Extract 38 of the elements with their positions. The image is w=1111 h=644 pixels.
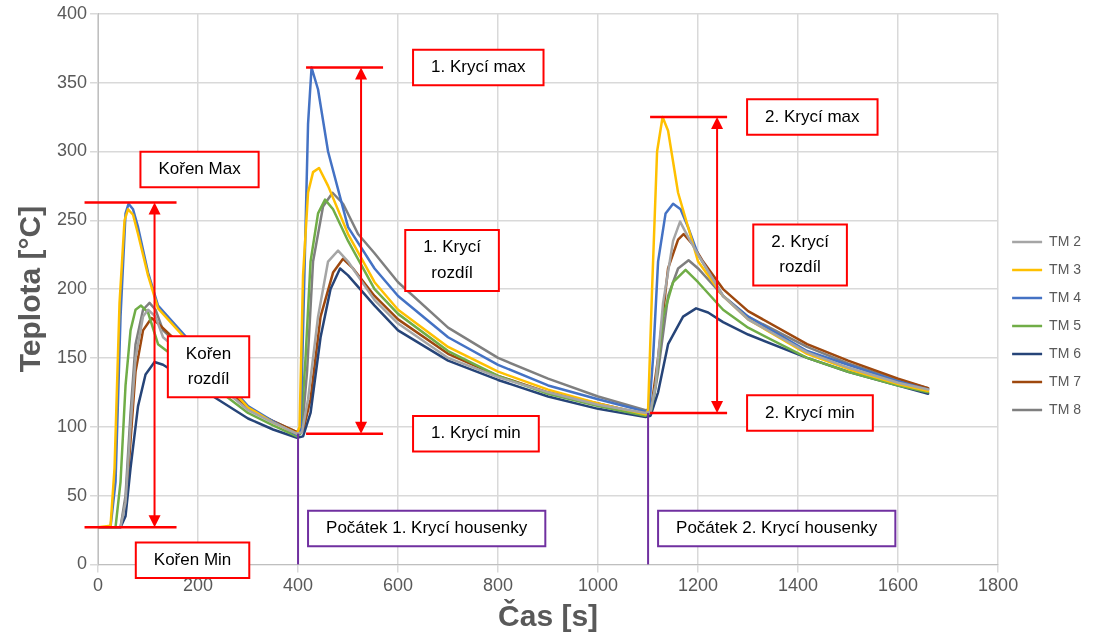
y-tick-label: 250 <box>56 209 88 230</box>
x-tick-label: 1000 <box>578 575 619 596</box>
y-tick-label: 350 <box>56 71 88 92</box>
y-tick-label: 300 <box>56 140 88 161</box>
y-tick-label: 100 <box>56 415 88 436</box>
annotation: Kořen rozdíl <box>185 343 232 389</box>
legend-label: TM 8 <box>1049 400 1082 417</box>
legend-label: TM 6 <box>1049 344 1082 361</box>
x-axis-title: Čas [s] <box>498 599 599 633</box>
y-tick-label: 150 <box>56 346 88 367</box>
x-tick-label: 600 <box>383 575 414 596</box>
ref-line-label: Kořen Max <box>158 159 242 179</box>
ref-line-label: 2. Krycí min <box>765 402 855 422</box>
legend-label: TM 5 <box>1049 316 1082 333</box>
ref-line-label: 1. Krycí max <box>431 57 527 77</box>
annotation: 1. Krycí rozdíl <box>423 237 482 282</box>
x-tick-label: 800 <box>483 575 514 596</box>
ref-line-label: 1. Krycí min <box>431 423 521 443</box>
x-tick-label: 1800 <box>978 575 1019 596</box>
ref-line-label: Počátek 2. Krycí housenky <box>676 518 878 538</box>
x-tick-label: 1400 <box>778 575 819 596</box>
legend-label: TM 4 <box>1049 288 1082 305</box>
legend-label: TM 2 <box>1049 232 1082 249</box>
y-tick-label: 400 <box>56 2 88 23</box>
x-tick-label: 0 <box>93 575 104 596</box>
annotation: 2. Krycí rozdíl <box>771 231 830 277</box>
ref-line-label: Kořen Min <box>153 549 232 569</box>
ref-line-label: 2. Krycí max <box>765 106 861 126</box>
y-tick-label: 200 <box>56 278 88 299</box>
y-axis-title: Teplota [°C] <box>13 205 47 373</box>
legend-label: TM 7 <box>1049 372 1082 389</box>
x-tick-label: 1600 <box>878 575 919 596</box>
legend-label: TM 3 <box>1049 260 1082 277</box>
x-tick-label: 400 <box>283 575 314 596</box>
y-tick-label: 50 <box>67 484 88 505</box>
ref-line-label: Počátek 1. Krycí housenky <box>326 518 528 538</box>
x-tick-label: 1200 <box>678 575 719 596</box>
y-tick-label: 0 <box>77 553 88 574</box>
